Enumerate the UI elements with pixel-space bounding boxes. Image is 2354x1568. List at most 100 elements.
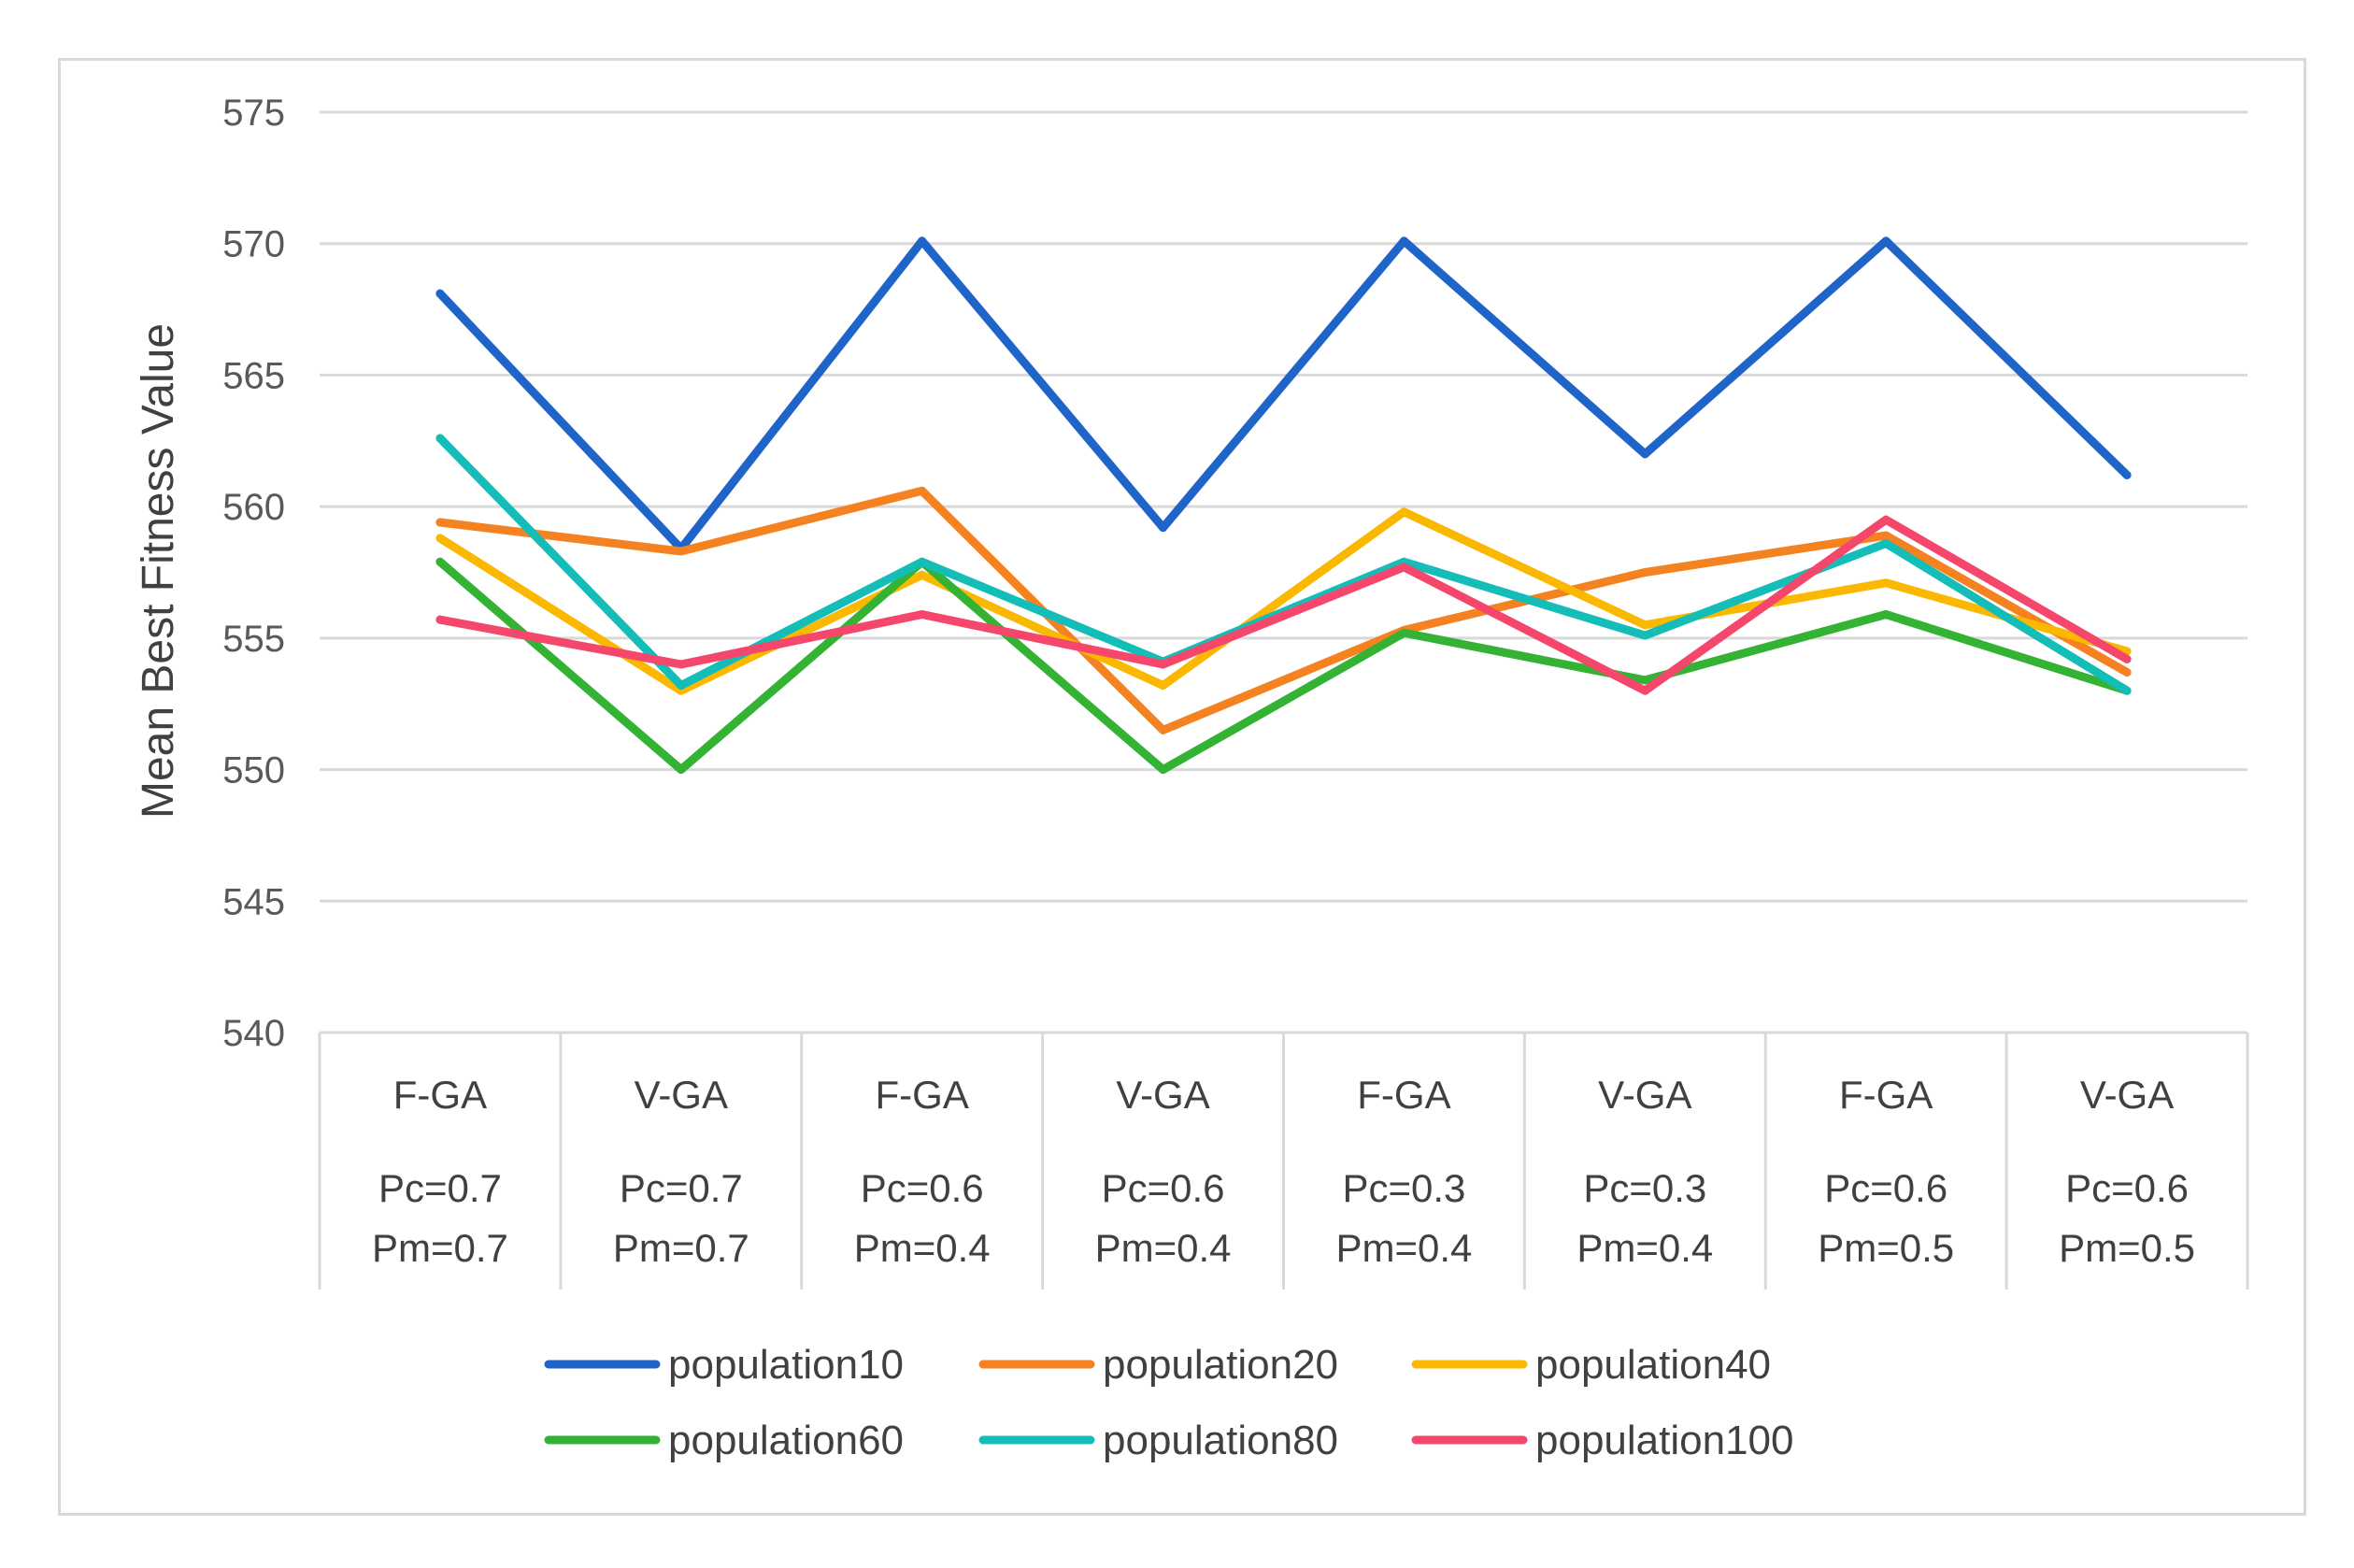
series-line [435,434,2132,695]
data-point [1159,681,1168,691]
legend-item: population20 [978,1342,1338,1388]
x-category-method-label: F-GA [1357,1073,1450,1117]
data-point [1881,236,1890,246]
legend-item: population100 [1411,1418,1793,1463]
data-point [677,765,686,775]
data-point [435,557,445,566]
x-category-pm-label: Pm=0.7 [372,1226,508,1270]
data-point [1640,676,1649,685]
data-point [918,557,927,566]
y-axis-title: Mean Best Fitness Value [134,323,183,819]
data-point [435,518,445,527]
data-point [2122,686,2132,695]
series-line [435,515,2132,695]
x-category-pm-label: Pm=0.4 [854,1226,991,1270]
y-tick-label: 540 [222,1013,285,1054]
legend: population10 population20 population40 popu… [544,1342,1793,1463]
data-point [1881,515,1890,524]
data-point [1640,631,1649,640]
x-category-pc-label: Pc=0.3 [1342,1166,1465,1210]
data-point [1399,563,1408,572]
x-category-method-label: V-GA [2080,1073,2174,1117]
y-axis-ticks: 540 545 550 555 560 565 570 575 [222,93,285,1054]
data-point [435,289,445,298]
series-population80 [435,434,2132,695]
data-point [1399,236,1408,246]
y-tick-label: 560 [222,487,285,528]
series-line [435,236,2132,553]
series-line [435,557,2132,775]
data-point [1640,568,1649,577]
y-tick-label: 555 [222,619,285,660]
x-category-method-label: V-GA [1598,1073,1691,1117]
data-point [677,547,686,556]
data-point [677,681,686,691]
x-category-pm-label: Pm=0.4 [1335,1226,1472,1270]
x-category-pc-label: Pc=0.6 [2065,1166,2189,1210]
x-category-pm-label: Pm=0.4 [1576,1226,1713,1270]
data-point [1159,660,1168,669]
series-line [435,507,2132,695]
data-point [435,534,445,543]
data-point [1399,507,1408,517]
x-category-method-label: F-GA [393,1073,487,1117]
data-point [1881,610,1890,620]
x-category-method-label: V-GA [1116,1073,1209,1117]
legend-item: population80 [978,1418,1338,1463]
x-category-pc-label: Pc=0.6 [1824,1166,1947,1210]
data-point [918,236,927,246]
legend-label: population100 [1535,1418,1793,1463]
x-axis: F-GA Pc=0.7 Pm=0.7 V-GA Pc=0.7 Pm=0.7 F-GA Pc=0… [318,1031,2249,1290]
data-point [918,570,927,579]
y-tick-label: 570 [222,224,285,265]
x-category-pm-label: Pm=0.5 [1818,1226,1954,1270]
data-point [1399,628,1408,637]
data-point [435,434,445,443]
series-population20 [435,486,2132,734]
data-point [1640,686,1649,695]
data-point [2122,470,2132,479]
x-category-method-label: F-GA [876,1073,969,1117]
y-tick-label: 575 [222,93,285,134]
data-point [677,660,686,669]
x-category-pc-label: Pc=0.7 [620,1166,743,1210]
x-category-pc-label: Pc=0.6 [861,1166,984,1210]
series-line [435,486,2132,734]
x-category-pc-label: Pc=0.6 [1102,1166,1225,1210]
data-point [1640,449,1649,459]
chart-area [58,58,2306,1516]
x-category-pc-label: Pc=0.7 [378,1166,502,1210]
data-point [918,486,927,495]
data-point [918,610,927,620]
legend-item: population10 [544,1342,904,1388]
series-population100 [435,515,2132,695]
y-tick-label: 545 [222,881,285,922]
legend-label: population10 [668,1342,904,1388]
legend-item: population40 [1411,1342,1771,1388]
data-point [1881,578,1890,588]
legend-label: population60 [668,1418,904,1463]
x-category-pm-label: Pm=0.5 [2059,1226,2195,1270]
data-point [435,615,445,624]
data-point [1640,620,1649,630]
x-category-pm-label: Pm=0.7 [613,1226,749,1270]
data-point [2122,667,2132,677]
legend-label: population40 [1535,1342,1771,1388]
x-category-method-label: V-GA [635,1073,728,1117]
x-category-pc-label: Pc=0.3 [1583,1166,1706,1210]
data-point [1881,531,1890,540]
data-point [1159,725,1168,734]
data-point [1159,765,1168,775]
data-point [1881,539,1890,549]
data-point [1159,523,1168,533]
series-lines [435,236,2132,775]
legend-label: population20 [1103,1342,1338,1388]
y-tick-label: 565 [222,355,285,396]
y-tick-label: 550 [222,750,285,791]
data-point [2122,654,2132,663]
legend-label: population80 [1103,1418,1338,1463]
x-category-method-label: F-GA [1839,1073,1933,1117]
x-category-pm-label: Pm=0.4 [1095,1226,1232,1270]
legend-item: population60 [544,1418,904,1463]
